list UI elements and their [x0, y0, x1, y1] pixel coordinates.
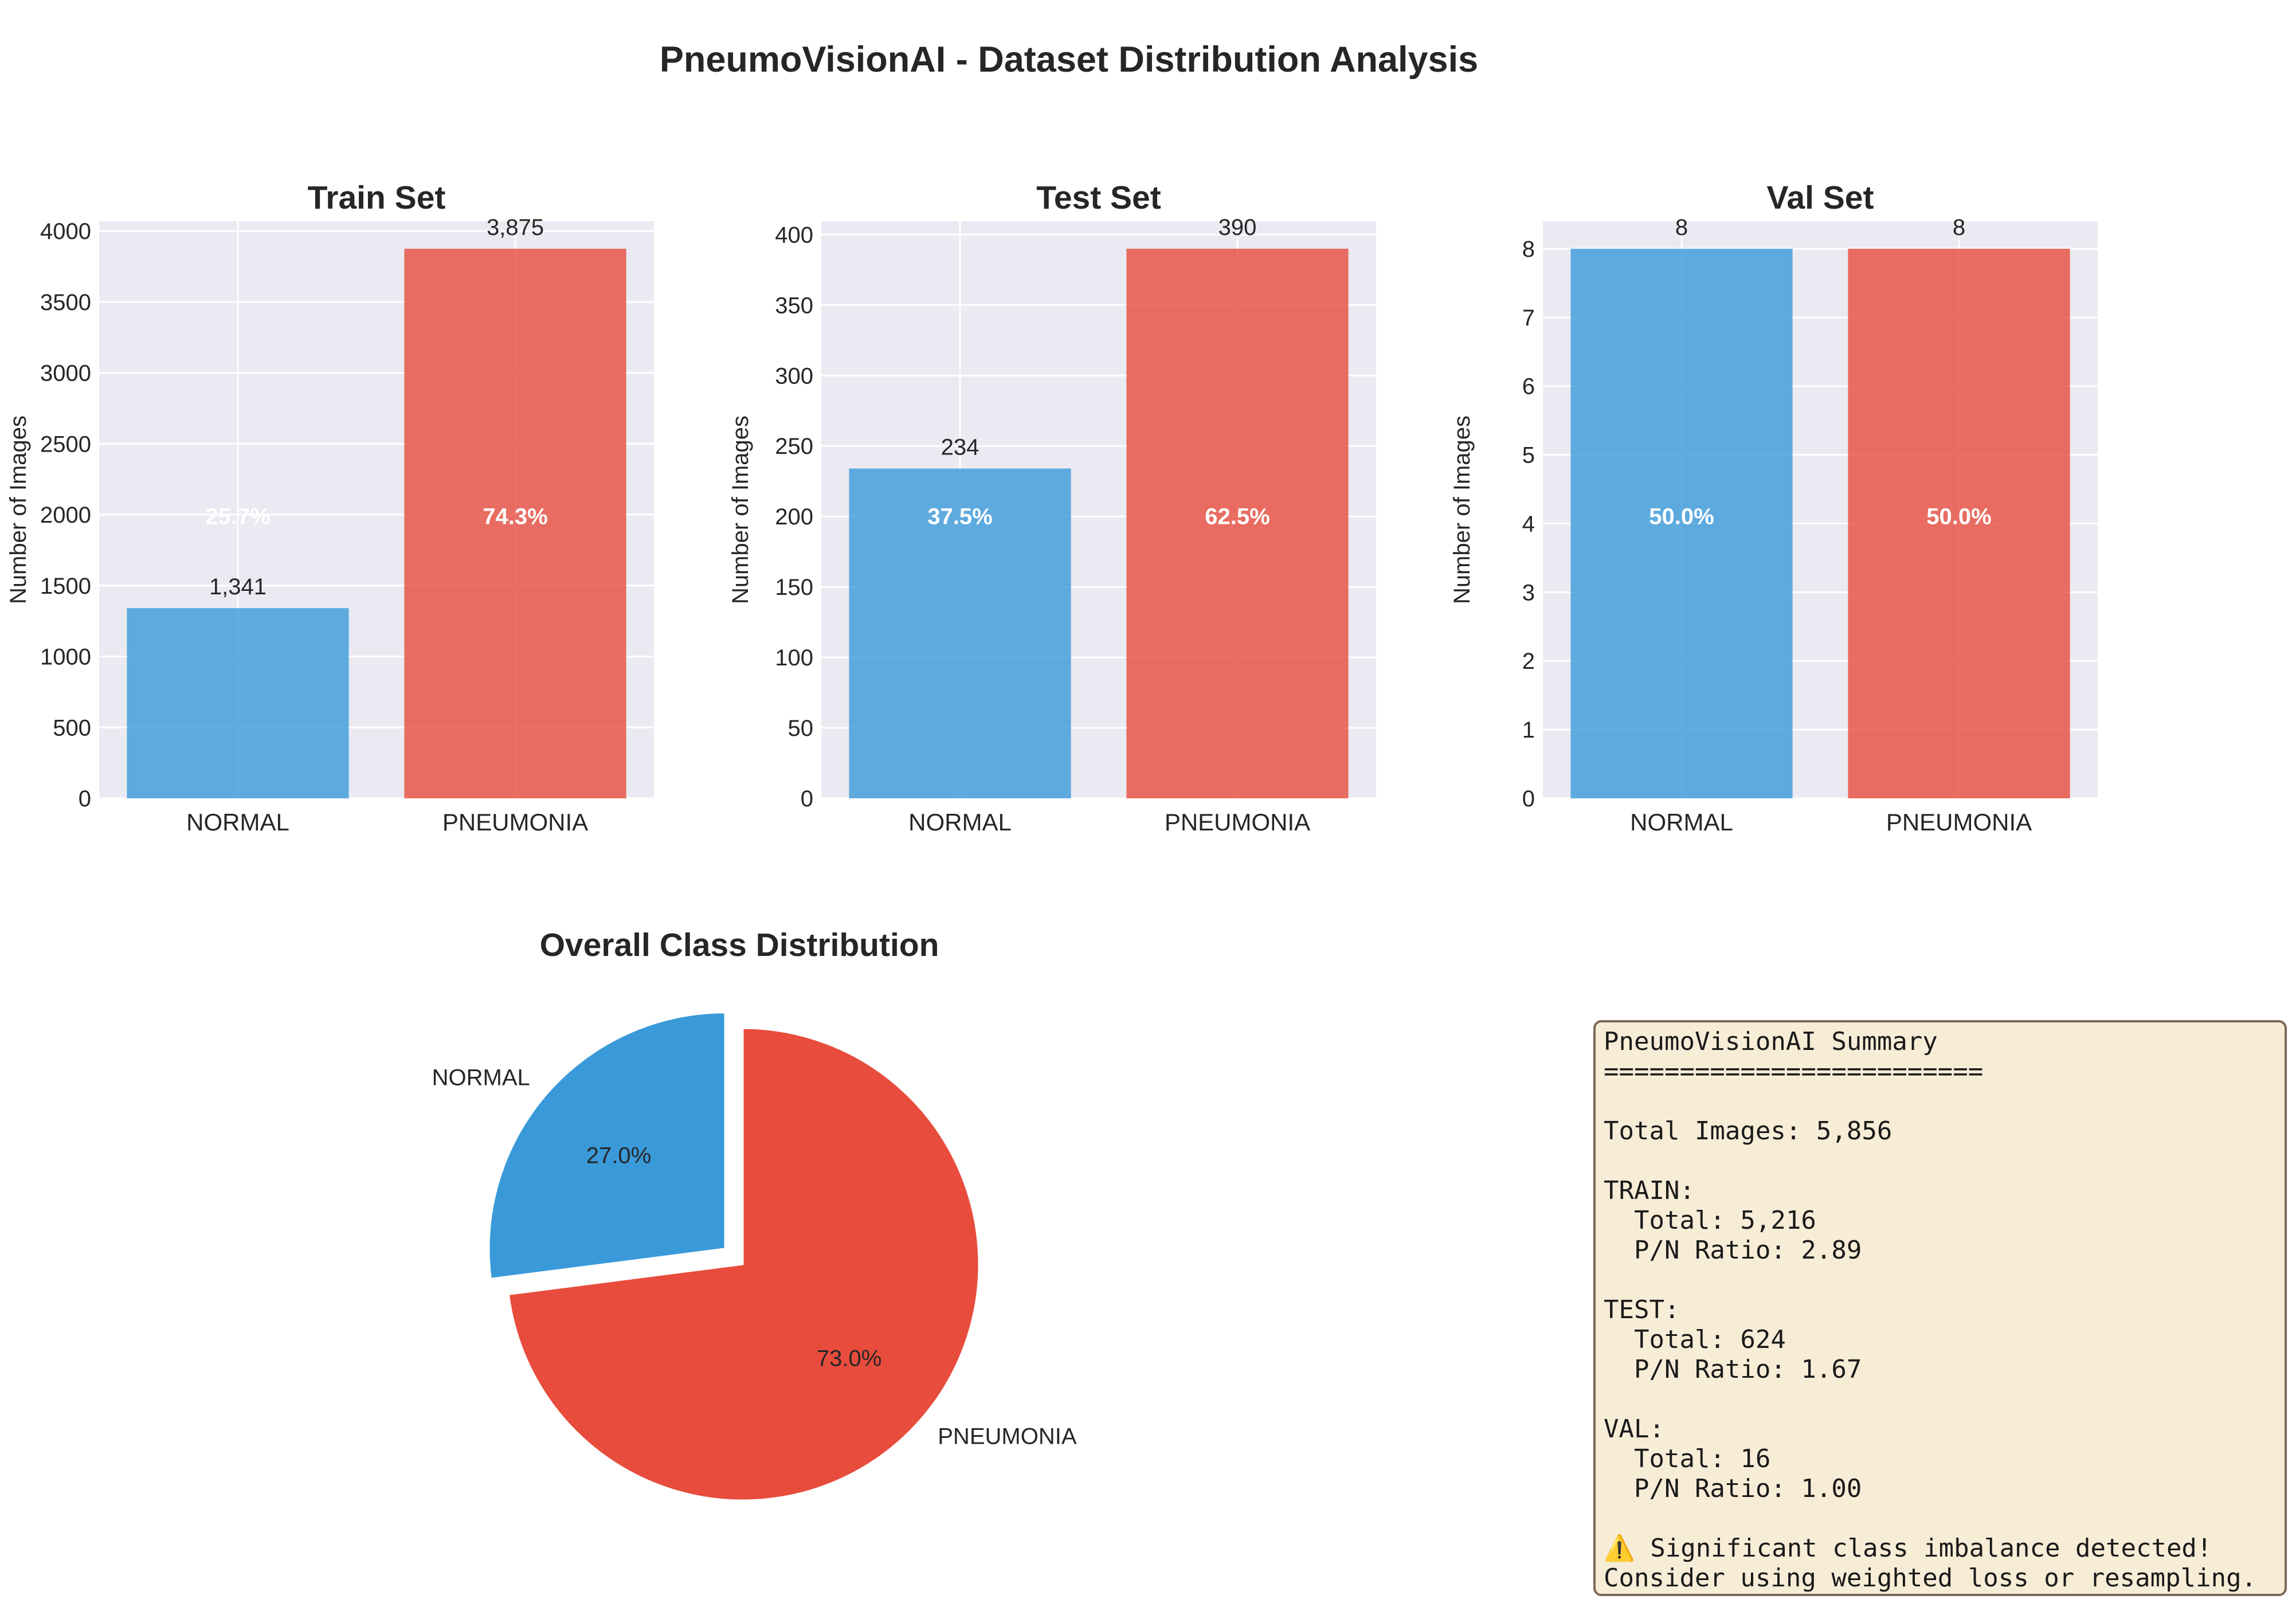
- chart-3-bar-normal: [1570, 248, 1793, 798]
- chart-2-ytick-label: 150: [775, 575, 813, 600]
- chart-1-ytick-label: 500: [53, 715, 91, 740]
- chart-1-ytick-label: 1000: [40, 645, 91, 670]
- chart-2-ytick-label: 50: [788, 716, 814, 741]
- pie-percent-label: 73.0%: [817, 1346, 881, 1371]
- chart-1-ytick-label: 2000: [40, 503, 91, 528]
- chart-1-title: Train Set: [308, 179, 446, 216]
- chart-3-value-label: 8: [1953, 215, 1965, 240]
- chart-3-xtick-label: NORMAL: [1630, 809, 1733, 836]
- chart-3-ytick-label: 3: [1522, 580, 1535, 605]
- chart-1-ytick-label: 1500: [40, 574, 91, 599]
- chart-3-ytick-label: 1: [1522, 718, 1535, 743]
- pie-title: Overall Class Distribution: [540, 927, 939, 963]
- chart-2-ytick-label: 350: [775, 293, 813, 318]
- chart-3-ytick-label: 7: [1522, 305, 1535, 331]
- chart-3-value-label: 8: [1675, 215, 1688, 240]
- chart-1-xtick-label: PNEUMONIA: [442, 809, 588, 836]
- chart-1-value-label: 1,341: [209, 574, 267, 599]
- chart-2-bar-normal: [849, 468, 1071, 798]
- figure-title: PneumoVisionAI - Dataset Distribution An…: [659, 40, 1479, 80]
- chart-2-percent-label: 37.5%: [927, 504, 992, 530]
- chart-1-value-label: 3,875: [487, 215, 544, 240]
- chart-1-bar-normal: [127, 608, 349, 798]
- chart-2-xtick-label: PNEUMONIA: [1165, 809, 1310, 836]
- chart-1-ylabel: Number of Images: [6, 416, 31, 604]
- chart-3-percent-label: 50.0%: [1926, 504, 1991, 530]
- chart-3-ytick-label: 8: [1522, 237, 1535, 262]
- chart-1-ytick-label: 2500: [40, 432, 91, 457]
- chart-1-bar-pneumonia: [404, 249, 626, 798]
- chart-2-value-label: 234: [941, 434, 979, 460]
- chart-1-ytick-label: 0: [79, 786, 91, 812]
- chart-1-xtick-label: NORMAL: [186, 809, 289, 836]
- chart-3-ytick-label: 2: [1522, 649, 1535, 674]
- chart-2-ylabel: Number of Images: [728, 416, 753, 604]
- chart-3-bar-pneumonia: [1848, 248, 2070, 798]
- chart-3-ylabel: Number of Images: [1449, 416, 1475, 604]
- chart-2-xtick-label: NORMAL: [908, 809, 1012, 836]
- chart-2-ytick-label: 250: [775, 434, 813, 459]
- pie-label: NORMAL: [432, 1065, 530, 1090]
- chart-2-ytick-label: 0: [801, 786, 813, 812]
- chart-1-ytick-label: 3000: [40, 361, 91, 386]
- chart-2-ytick-label: 300: [775, 363, 813, 389]
- chart-3-xtick-label: PNEUMONIA: [1886, 809, 2032, 836]
- pie-label: PNEUMONIA: [938, 1424, 1077, 1449]
- chart-1-percent-label: 25.7%: [205, 504, 270, 530]
- chart-2-percent-label: 62.5%: [1205, 504, 1270, 530]
- chart-3-ytick-label: 0: [1522, 786, 1535, 812]
- chart-1-ytick-label: 4000: [40, 219, 91, 244]
- pie-slice-pneumonia: [507, 1027, 980, 1502]
- chart-2-title: Test Set: [1036, 179, 1161, 216]
- chart-3-ytick-label: 5: [1522, 443, 1535, 468]
- summary-text: PneumoVisionAI Summary =================…: [1604, 1027, 2257, 1593]
- pie-percent-label: 27.0%: [586, 1143, 651, 1168]
- chart-1-percent-label: 74.3%: [483, 504, 547, 530]
- chart-2-ytick-label: 100: [775, 645, 813, 671]
- chart-2-ytick-label: 400: [775, 222, 813, 248]
- chart-3-ytick-label: 6: [1522, 374, 1535, 399]
- chart-2-value-label: 390: [1218, 215, 1257, 240]
- chart-1-ytick-label: 3500: [40, 290, 91, 315]
- chart-3-ytick-label: 4: [1522, 511, 1535, 536]
- chart-2-bar-pneumonia: [1126, 248, 1349, 798]
- chart-3-percent-label: 50.0%: [1649, 504, 1714, 530]
- chart-3-title: Val Set: [1767, 179, 1874, 216]
- chart-2-ytick-label: 200: [775, 504, 813, 530]
- summary-box: PneumoVisionAI Summary =================…: [1593, 1020, 2287, 1596]
- pie-slice-normal: [488, 1012, 726, 1280]
